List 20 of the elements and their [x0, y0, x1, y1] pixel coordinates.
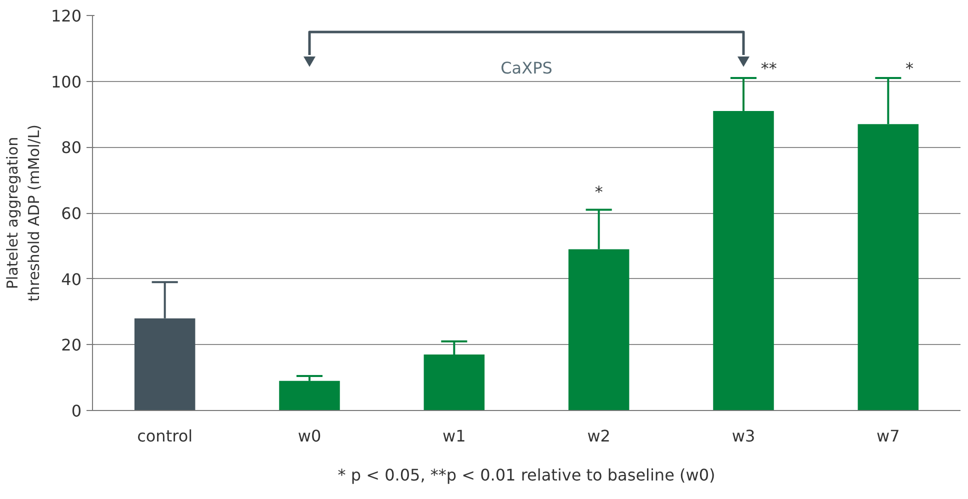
- bar: [279, 380, 340, 410]
- y-tick-label: 20: [61, 336, 82, 355]
- y-tick-label: 60: [61, 204, 82, 223]
- y-tick-label: 80: [61, 138, 82, 158]
- y-tick-label: 100: [50, 72, 82, 92]
- x-tick-label: w0: [298, 426, 322, 446]
- y-tick-label: 40: [61, 270, 82, 289]
- text: * p < 0.05, **p < 0.01 relative to baseline (w0): [338, 466, 716, 484]
- x-tick-label: control: [137, 426, 193, 446]
- y-axis-title: Platelet aggregation threshold ADP (mMol/L): [3, 124, 43, 302]
- y-tick-label: 120: [50, 6, 82, 26]
- annotation: *: [906, 59, 914, 78]
- annotation: **: [760, 59, 777, 78]
- x-tick-label: w2: [587, 426, 610, 446]
- x-tick-label: w3: [732, 426, 756, 446]
- annotation: *: [594, 182, 603, 202]
- y-tick-label: 0: [71, 402, 82, 420]
- x-tick-label: w7: [876, 426, 900, 446]
- x-tick-label: w1: [442, 426, 466, 446]
- annotation: CaXPS: [500, 58, 552, 78]
